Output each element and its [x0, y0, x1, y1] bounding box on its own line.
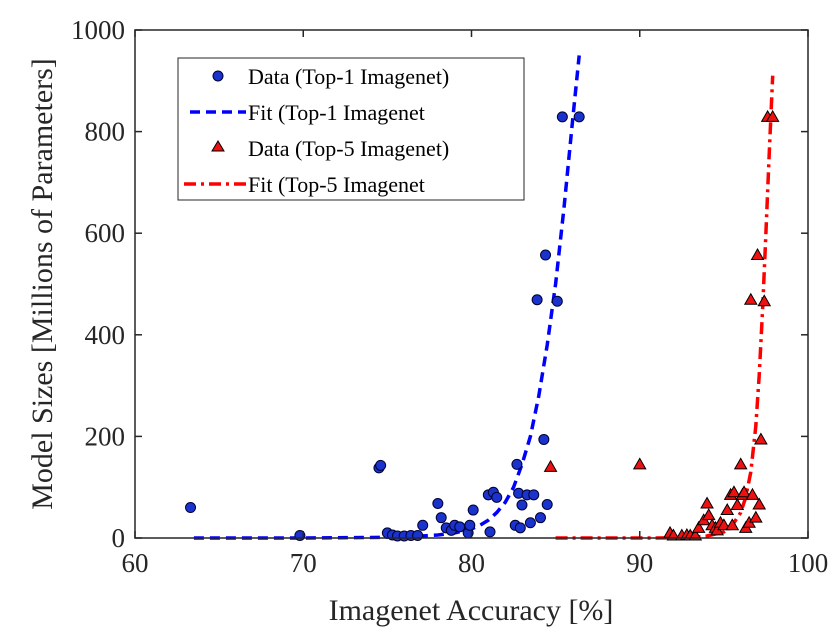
- legend-box: [177, 57, 525, 201]
- top1-data-point: [531, 294, 543, 306]
- top5-data-point: [543, 459, 558, 472]
- top1-data-point: [467, 504, 479, 516]
- legend-item-top1-data: Data (Top-1 Imagenet): [212, 64, 449, 89]
- top1-data-point: [556, 111, 568, 123]
- y-axis-label: Model Sizes [Millions of Parameters]: [26, 58, 59, 510]
- top5-data-point: [737, 485, 751, 498]
- top1-data-point: [534, 512, 546, 524]
- top1-data-point: [454, 521, 466, 533]
- top1-data-point: [551, 295, 563, 307]
- top5-data-point: [733, 457, 748, 470]
- x-tick-label: 90: [626, 548, 653, 578]
- top1-data-point: [516, 499, 528, 511]
- top1-data-point: [484, 526, 496, 538]
- top5-data-point: [730, 497, 745, 510]
- top1-data-point: [540, 249, 552, 261]
- x-axis-label: Imagenet Accuracy [%]: [329, 594, 614, 627]
- y-tick-label: 600: [85, 218, 126, 248]
- top5-data-point: [754, 432, 768, 445]
- top1-data-point: [573, 111, 585, 123]
- x-tick-label: 60: [122, 548, 149, 578]
- legend-item-top5-fit: Fit (Top-5 Imagenet: [184, 172, 425, 197]
- x-tick-label: 100: [788, 548, 829, 578]
- top1-data-point: [435, 512, 447, 524]
- y-tick-label: 400: [85, 320, 126, 350]
- legend-circle-marker: [212, 70, 224, 82]
- top5-data-point: [717, 518, 731, 531]
- top1-data-point: [511, 458, 523, 470]
- top5-data-point: [720, 503, 735, 516]
- top1-data-point: [185, 502, 197, 514]
- top5-data-point: [727, 485, 741, 498]
- y-tick-label: 800: [85, 117, 126, 147]
- legend-label-top5-data: Data (Top-5 Imagenet): [248, 136, 449, 161]
- top1-data-point: [464, 519, 476, 531]
- top5-data-point: [750, 248, 765, 261]
- top1-data-point: [375, 459, 387, 471]
- y-tick-label: 200: [85, 421, 126, 451]
- top5-data-point: [725, 518, 740, 531]
- top5-data-point: [701, 508, 716, 521]
- top5-data-point: [743, 292, 758, 305]
- markers-layer: [185, 109, 780, 542]
- legend: Data (Top-1 Imagenet) Fit (Top-1 Imagene…: [177, 57, 525, 201]
- legend-label-top1-data: Data (Top-1 Imagenet): [248, 64, 449, 89]
- top5-data-point: [632, 457, 647, 470]
- x-tick-label: 80: [458, 548, 485, 578]
- top5-data-point: [700, 496, 714, 509]
- y-tick-label: 0: [112, 523, 126, 553]
- top5-data-point: [691, 520, 706, 533]
- top5-data-point: [745, 487, 760, 500]
- x-tick-label: 70: [290, 548, 317, 578]
- top5-data-point: [765, 109, 780, 122]
- legend-triangle-marker: [211, 140, 225, 152]
- top5-data-point: [748, 510, 763, 523]
- top5-data-point: [757, 294, 772, 307]
- top1-data-point: [412, 529, 424, 541]
- top1-data-point: [514, 522, 526, 534]
- top1-data-point: [432, 497, 444, 509]
- top5-data-point: [752, 497, 767, 510]
- top1-data-point: [528, 489, 540, 501]
- legend-item-top5-data: Data (Top-5 Imagenet): [211, 136, 449, 161]
- top1-data-point: [538, 433, 550, 445]
- top1-data-point: [541, 498, 553, 510]
- top1-data-point: [491, 491, 503, 503]
- top1-data-point: [417, 519, 429, 531]
- legend-label-top5-fit: Fit (Top-5 Imagenet: [248, 172, 425, 197]
- fit-line-top1: [193, 55, 581, 540]
- legend-item-top1-fit: Fit (Top-1 Imagenet: [190, 100, 425, 125]
- legend-label-top1-fit: Fit (Top-1 Imagenet: [248, 100, 425, 125]
- top1-data-point: [524, 517, 536, 529]
- y-tick-label: 1000: [71, 15, 125, 45]
